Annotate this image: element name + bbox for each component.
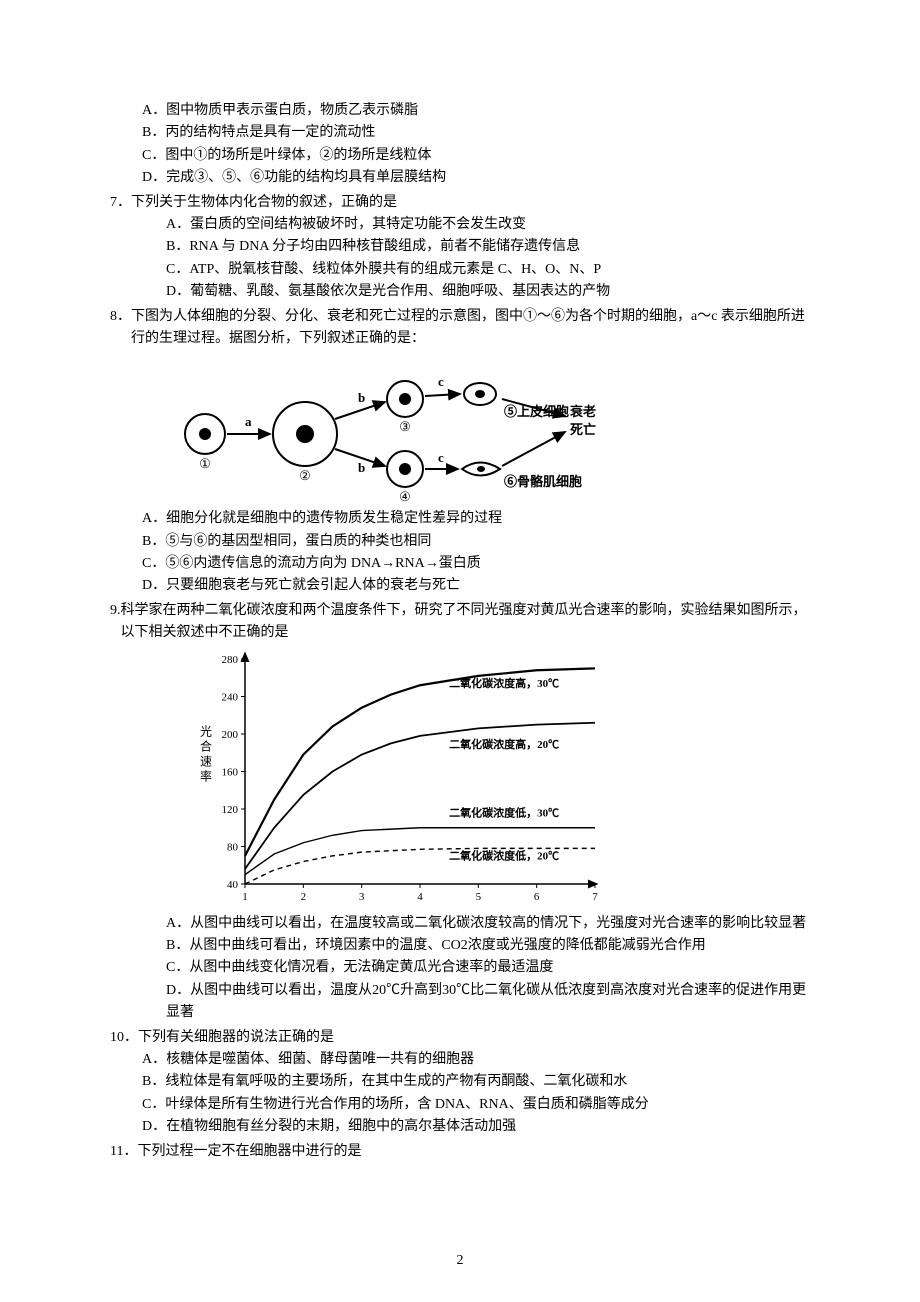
q8: 8． 下图为人体细胞的分裂、分化、衰老和死亡过程的示意图，图中①～⑥为各个时期的… xyxy=(110,306,810,598)
page-number: 2 xyxy=(0,1250,920,1272)
q11: 11． 下列过程一定不在细胞器中进行的是 xyxy=(110,1141,810,1163)
q7-options: A．蛋白质的空间结构被破坏时，其特定功能不会发生改变 B．RNA 与 DNA 分… xyxy=(166,214,810,304)
q8-options: A．细胞分化就是细胞中的遗传物质发生稳定性差异的过程 B．⑤与⑥的基因型相同，蛋… xyxy=(142,508,810,598)
q8-number: 8． xyxy=(110,306,131,351)
q8-opt-d: D．只要细胞衰老与死亡就会引起人体的衰老与死亡 xyxy=(142,575,810,597)
q11-text: 下列过程一定不在细胞器中进行的是 xyxy=(137,1141,810,1163)
q10-opt-c: C．叶绿体是所有生物进行光合作用的场所，含 DNA、RNA、蛋白质和磷脂等成分 xyxy=(142,1094,810,1116)
q7: 7． 下列关于生物体内化合物的叙述，正确的是 A．蛋白质的空间结构被破坏时，其特… xyxy=(110,192,810,304)
q9-text: 科学家在两种二氧化碳浓度和两个温度条件下，研究了不同光强度对黄瓜光合速率的影响，… xyxy=(121,600,811,645)
q8-text: 下图为人体细胞的分裂、分化、衰老和死亡过程的示意图，图中①～⑥为各个时期的细胞，… xyxy=(131,306,810,351)
svg-text:合: 合 xyxy=(200,738,212,753)
svg-text:②: ② xyxy=(299,468,311,483)
q10-options: A．核糖体是噬菌体、细菌、酵母菌唯一共有的细胞器 B．线粒体是有氧呼吸的主要场所… xyxy=(142,1049,810,1139)
q10-opt-d: D．在植物细胞有丝分裂的末期，细胞中的高尔基体活动加强 xyxy=(142,1116,810,1138)
svg-text:200: 200 xyxy=(222,729,239,741)
q7-opt-d: D．葡萄糖、乳酸、氨基酸依次是光合作用、细胞呼吸、基因表达的产物 xyxy=(166,281,810,303)
cell-diagram-svg: ① ② ③ ④ a b b c c ⑤上皮细胞 ⑥骨骼肌细胞 衰老死亡 xyxy=(170,354,610,504)
svg-text:240: 240 xyxy=(222,691,239,703)
svg-text:b: b xyxy=(358,390,365,405)
svg-text:280: 280 xyxy=(222,654,239,666)
q10-text: 下列有关细胞器的说法正确的是 xyxy=(138,1027,810,1049)
q8-diagram: ① ② ③ ④ a b b c c ⑤上皮细胞 ⑥骨骼肌细胞 衰老死亡 xyxy=(170,354,810,504)
q10-number: 10． xyxy=(110,1027,138,1049)
q9-opt-b: B．从图中曲线可看出，环境因素中的温度、CO2浓度或光强度的降低都能减弱光合作用 xyxy=(166,935,810,957)
q9-number: 9. xyxy=(110,600,121,645)
q9: 9. 科学家在两种二氧化碳浓度和两个温度条件下，研究了不同光强度对黄瓜光合速率的… xyxy=(110,600,810,1025)
svg-text:⑥骨骼肌细胞: ⑥骨骼肌细胞 xyxy=(504,474,582,489)
q7-number: 7． xyxy=(110,192,131,214)
svg-text:死亡: 死亡 xyxy=(570,422,596,437)
q8-opt-a: A．细胞分化就是细胞中的遗传物质发生稳定性差异的过程 xyxy=(142,508,810,530)
svg-text:③: ③ xyxy=(399,419,411,434)
q10: 10． 下列有关细胞器的说法正确的是 A．核糖体是噬菌体、细菌、酵母菌唯一共有的… xyxy=(110,1027,810,1139)
svg-text:二氧化碳浓度低，20℃: 二氧化碳浓度低，20℃ xyxy=(449,848,559,862)
svg-text:b: b xyxy=(358,460,365,475)
q6-opt-d: D．完成③、⑤、⑥功能的结构均具有单层膜结构 xyxy=(142,167,810,189)
svg-text:c: c xyxy=(438,374,444,389)
q7-opt-a: A．蛋白质的空间结构被破坏时，其特定功能不会发生改变 xyxy=(166,214,810,236)
svg-text:5: 5 xyxy=(476,891,482,903)
svg-text:a: a xyxy=(245,414,252,429)
q8-opt-c: C．⑤⑥内遗传信息的流动方向为 DNA→RNA→蛋白质 xyxy=(142,553,810,575)
svg-text:7: 7 xyxy=(592,891,598,903)
q6-opt-a: A．图中物质甲表示蛋白质，物质乙表示磷脂 xyxy=(142,100,810,122)
svg-text:二氧化碳浓度高，30℃: 二氧化碳浓度高，30℃ xyxy=(449,676,559,690)
svg-text:⑤上皮细胞: ⑤上皮细胞 xyxy=(504,404,569,419)
q9-opt-c: C．从图中曲线变化情况看，无法确定黄瓜光合速率的最适温度 xyxy=(166,957,810,979)
q8-opt-b: B．⑤与⑥的基因型相同，蛋白质的种类也相同 xyxy=(142,531,810,553)
q7-opt-c: C．ATP、脱氧核苷酸、线粒体外膜共有的组成元素是 C、H、O、N、P xyxy=(166,259,810,281)
q6-opt-c: C．图中①的场所是叶绿体，②的场所是线粒体 xyxy=(142,145,810,167)
svg-text:速: 速 xyxy=(200,754,212,768)
svg-text:160: 160 xyxy=(222,766,239,778)
q10-opt-a: A．核糖体是噬菌体、细菌、酵母菌唯一共有的细胞器 xyxy=(142,1049,810,1071)
svg-text:6: 6 xyxy=(534,891,540,903)
q6-opt-b: B．丙的结构特点是具有一定的流动性 xyxy=(142,122,810,144)
svg-text:3: 3 xyxy=(359,891,365,903)
svg-text:光: 光 xyxy=(200,724,212,738)
svg-text:4: 4 xyxy=(417,891,423,903)
svg-text:衰老: 衰老 xyxy=(569,404,596,419)
svg-text:①: ① xyxy=(199,456,211,471)
q10-opt-b: B．线粒体是有氧呼吸的主要场所，在其中生成的产物有丙酮酸、二氧化碳和水 xyxy=(142,1071,810,1093)
svg-text:率: 率 xyxy=(200,768,212,783)
svg-text:1: 1 xyxy=(242,891,248,903)
svg-text:2: 2 xyxy=(301,891,307,903)
q7-opt-b: B．RNA 与 DNA 分子均由四种核苷酸组成，前者不能储存遗传信息 xyxy=(166,236,810,258)
q9-opt-a: A．从图中曲线可以看出，在温度较高或二氧化碳浓度较高的情况下，光强度对光合速率的… xyxy=(166,913,810,935)
q9-chart: 40 80 120 160 200 240 280 1 2 3 4 5 6 7 光合速率 二氧化碳浓度高，30… xyxy=(190,649,810,909)
q11-number: 11． xyxy=(110,1141,137,1163)
svg-text:40: 40 xyxy=(227,879,239,891)
q7-text: 下列关于生物体内化合物的叙述，正确的是 xyxy=(131,192,810,214)
svg-text:120: 120 xyxy=(222,804,239,816)
svg-text:80: 80 xyxy=(227,841,239,853)
q6-options: A．图中物质甲表示蛋白质，物质乙表示磷脂 B．丙的结构特点是具有一定的流动性 C… xyxy=(142,100,810,190)
q9-opt-d: D．从图中曲线可以看出，温度从20℃升高到30℃比二氧化碳从低浓度到高浓度对光合… xyxy=(166,980,810,1025)
page: A．图中物质甲表示蛋白质，物质乙表示磷脂 B．丙的结构特点是具有一定的流动性 C… xyxy=(0,0,920,1302)
svg-text:二氧化碳浓度高，20℃: 二氧化碳浓度高，20℃ xyxy=(449,737,559,751)
q9-options: A．从图中曲线可以看出，在温度较高或二氧化碳浓度较高的情况下，光强度对光合速率的… xyxy=(166,913,810,1025)
svg-text:c: c xyxy=(438,450,444,465)
svg-text:二氧化碳浓度低，30℃: 二氧化碳浓度低，30℃ xyxy=(449,805,559,819)
svg-text:④: ④ xyxy=(399,489,411,504)
photosynthesis-chart-svg: 40 80 120 160 200 240 280 1 2 3 4 5 6 7 光合速率 二氧化碳浓度高，30… xyxy=(190,649,610,909)
